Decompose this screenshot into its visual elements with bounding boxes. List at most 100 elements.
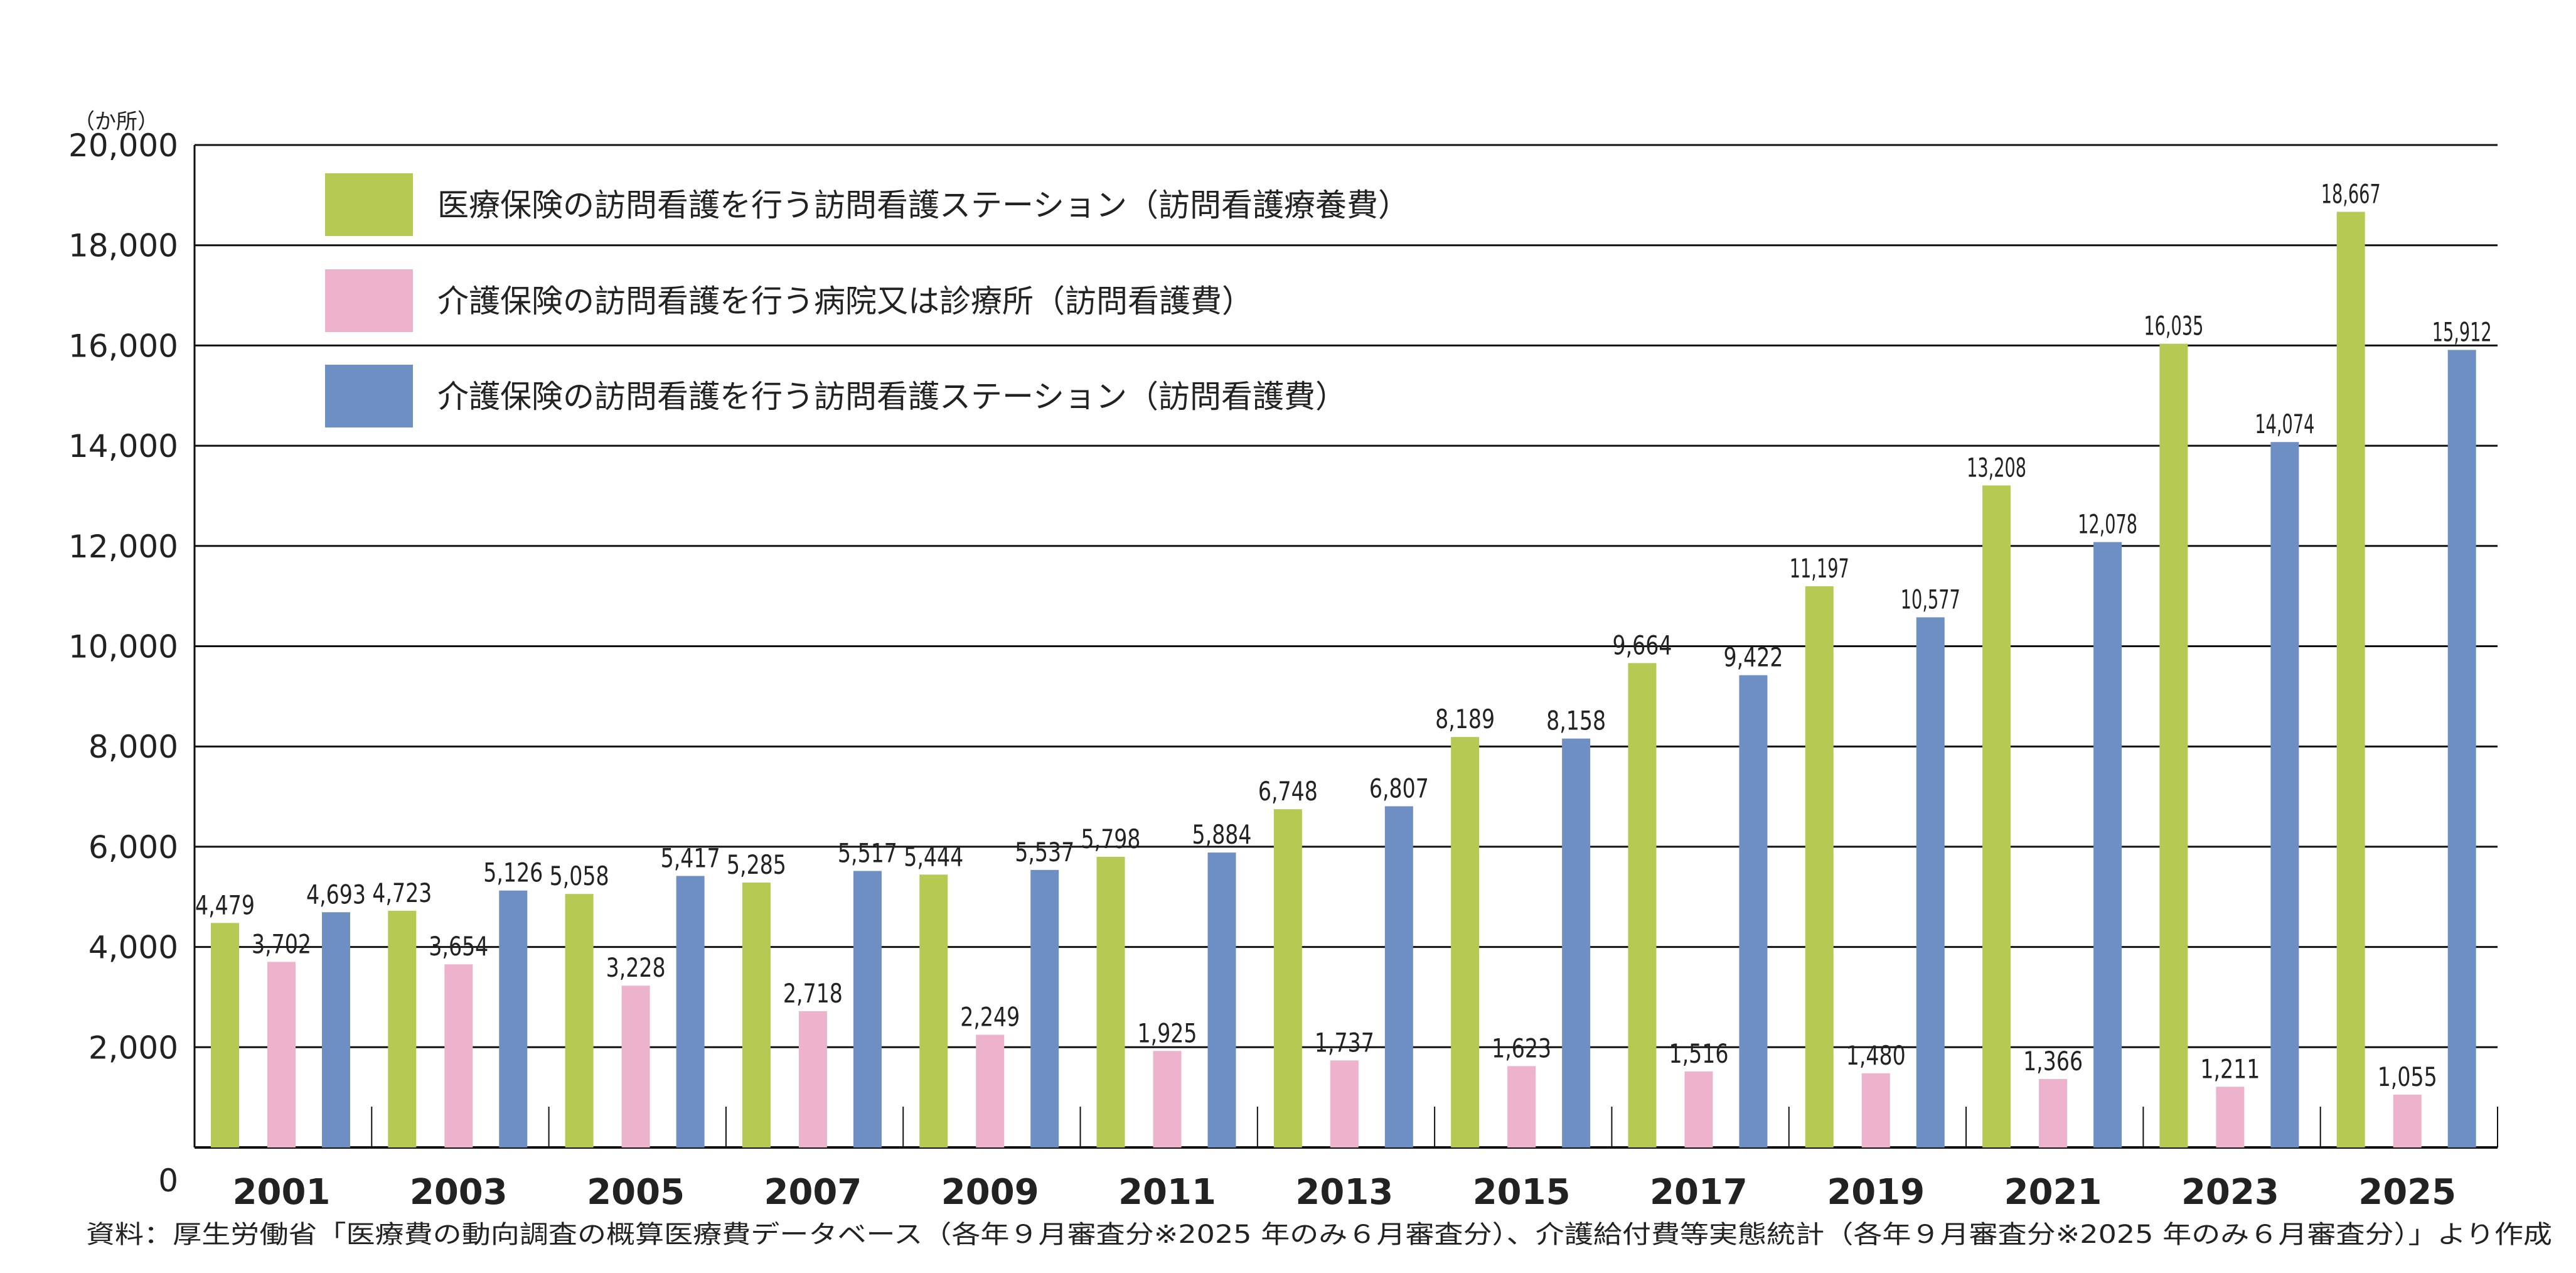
- bar: [1916, 617, 1945, 1147]
- x-tick-label: 2023: [2181, 1172, 2279, 1213]
- legend-label: 介護保険の訪問看護を行う病院又は診療所（訪問看護費）: [437, 283, 1253, 320]
- data-label: 9,664: [1612, 630, 1672, 660]
- x-tick-label: 2003: [410, 1172, 508, 1213]
- data-label: 5,126: [483, 857, 543, 888]
- bar: [1562, 738, 1591, 1147]
- legend-swatch: [325, 173, 413, 236]
- bar: [322, 912, 350, 1147]
- x-tick-label: 2015: [1473, 1172, 1571, 1213]
- data-label: 5,058: [550, 861, 609, 891]
- data-label: 3,702: [252, 928, 311, 959]
- bar: [1030, 869, 1059, 1147]
- bar: [1739, 675, 1768, 1147]
- bar: [2393, 1094, 2422, 1147]
- bar: [1805, 586, 1834, 1147]
- bar: [919, 874, 948, 1147]
- bars: 4,479 3,702 4,693 4,723 3,654 5,126 5,058 3,228…: [195, 178, 2492, 1148]
- bar: [1207, 852, 1236, 1147]
- x-tick-label: 2001: [233, 1172, 331, 1213]
- data-label: 2,718: [783, 978, 843, 1009]
- bar: [2447, 350, 2476, 1148]
- bar: [2336, 212, 2365, 1147]
- y-tick-label: 8,000: [88, 729, 178, 765]
- data-label: 12,078: [2078, 509, 2137, 540]
- data-label: 6,748: [1258, 776, 1318, 807]
- data-label: 16,035: [2144, 311, 2203, 341]
- bar: [444, 964, 473, 1147]
- data-label: 1,211: [2200, 1053, 2260, 1084]
- bar: [2216, 1087, 2245, 1147]
- bar: [499, 890, 528, 1147]
- data-label: 8,158: [1546, 706, 1606, 736]
- data-label: 5,884: [1192, 819, 1252, 850]
- data-label: 5,417: [661, 842, 720, 873]
- data-label: 9,422: [1723, 642, 1783, 673]
- data-label: 5,444: [904, 841, 963, 872]
- data-label: 11,197: [1790, 553, 1849, 584]
- x-tick-label: 2021: [2004, 1172, 2102, 1213]
- bar: [2159, 343, 2188, 1147]
- data-label: 18,667: [2321, 178, 2381, 209]
- data-label: 5,798: [1081, 824, 1141, 854]
- bar: [388, 910, 417, 1147]
- bar: [1153, 1051, 1182, 1147]
- legend: 医療保険の訪問看護を行う訪問看護ステーション（訪問看護療養費） 介護保険の訪問看護…: [325, 173, 1409, 427]
- data-label: 5,517: [838, 837, 897, 868]
- y-tick-label: 4,000: [88, 930, 178, 966]
- bar: [1273, 809, 1302, 1147]
- bar: [565, 894, 594, 1147]
- y-tick-label: 10,000: [68, 629, 178, 665]
- data-label: 15,912: [2432, 316, 2492, 347]
- data-label: 3,228: [606, 952, 666, 983]
- x-tick-label: 2017: [1650, 1172, 1748, 1213]
- data-label: 1,480: [1846, 1040, 1906, 1071]
- x-tick-label: 2019: [1827, 1172, 1925, 1213]
- bar: [742, 882, 771, 1147]
- bar: [676, 876, 705, 1147]
- bar: [1684, 1071, 1713, 1147]
- source-note: 資料：厚生労働省「医療費の動向調査の概算医療費データベース（各年９月審査分※20…: [86, 1220, 2552, 1249]
- data-label: 2,249: [960, 1001, 1020, 1032]
- y-tick-label: 14,000: [68, 428, 178, 465]
- data-label: 5,285: [727, 849, 786, 880]
- y-tick-label: 6,000: [88, 829, 178, 866]
- bar: [853, 871, 882, 1147]
- data-label: 8,189: [1435, 704, 1495, 734]
- y-axis-ticks: 0 2,000 4,000 6,000 8,000 10,000 12,000 14,000 1…: [68, 127, 178, 1199]
- y-tick-label: 2,000: [88, 1029, 178, 1066]
- x-axis-labels: 2001 2003 2005 2007 2009 2011 2013 2015 2017 2019…: [233, 1107, 2498, 1213]
- x-tick-label: 2005: [587, 1172, 685, 1213]
- bar: [1096, 857, 1125, 1147]
- data-label: 3,654: [429, 931, 488, 962]
- data-label: 1,516: [1669, 1038, 1728, 1069]
- y-tick-label: 18,000: [68, 228, 178, 264]
- data-label: 1,366: [2023, 1046, 2083, 1077]
- bar: [1451, 737, 1480, 1147]
- x-tick-label: 2009: [941, 1172, 1039, 1213]
- x-tick-label: 2007: [764, 1172, 862, 1213]
- x-tick-label: 2011: [1118, 1172, 1216, 1213]
- bar: [2039, 1078, 2068, 1147]
- bar: [1861, 1073, 1890, 1147]
- data-label: 6,807: [1369, 773, 1429, 803]
- bar: [267, 962, 296, 1147]
- data-label: 1,925: [1138, 1018, 1197, 1048]
- bar: [1628, 663, 1657, 1147]
- bar: [1384, 806, 1413, 1147]
- x-tick-label: 2025: [2358, 1172, 2456, 1213]
- data-label: 4,479: [195, 889, 255, 920]
- bar: [1507, 1066, 1536, 1147]
- legend-swatch: [325, 269, 413, 332]
- bar: [621, 986, 650, 1147]
- bar: [798, 1011, 827, 1147]
- data-label: 1,623: [1492, 1033, 1551, 1063]
- data-label: 13,208: [1967, 452, 2026, 483]
- legend-swatch: [325, 365, 413, 427]
- y-tick-label: 20,000: [68, 127, 178, 164]
- data-label: 14,074: [2255, 409, 2314, 439]
- legend-label: 介護保険の訪問看護を行う訪問看護ステーション（訪問看護費）: [437, 379, 1347, 415]
- y-tick-label: 0: [158, 1163, 178, 1199]
- y-tick-label: 16,000: [68, 328, 178, 364]
- bar: [1330, 1060, 1359, 1147]
